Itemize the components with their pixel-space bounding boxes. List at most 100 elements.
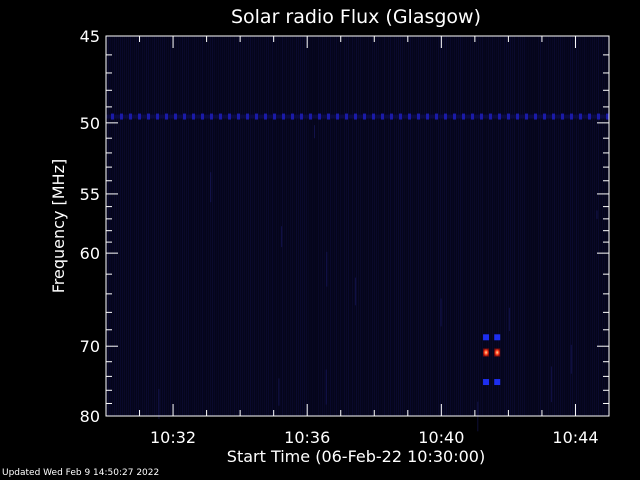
noise-column [452, 36, 453, 416]
y-tick-label: 50 [80, 114, 100, 133]
y-tick-label: 70 [80, 337, 100, 356]
noise-column [494, 36, 495, 416]
noise-column [474, 36, 475, 416]
noise-column [210, 36, 211, 416]
interference-dot [228, 113, 231, 120]
interference-dot [579, 113, 582, 120]
noise-column [150, 36, 151, 416]
interference-dot [399, 113, 402, 120]
noise-column [326, 36, 327, 416]
noise-column [190, 36, 191, 416]
noise-column [214, 36, 215, 416]
noise-column [576, 36, 577, 416]
noise-column [542, 36, 543, 416]
noise-column [122, 36, 123, 416]
noise-column [280, 36, 281, 416]
interference-dot [462, 113, 465, 120]
interference-dot [489, 113, 492, 120]
noise-column [414, 36, 415, 416]
interference-dot [453, 113, 456, 120]
noise-column [266, 36, 267, 416]
noise-column [394, 36, 395, 416]
noise-streak [326, 251, 328, 287]
noise-column [454, 36, 455, 416]
noise-column [572, 36, 573, 416]
noise-column [218, 36, 219, 416]
noise-column [294, 36, 295, 416]
noise-column [376, 36, 377, 416]
noise-column [220, 36, 221, 416]
noise-column [392, 36, 393, 416]
noise-column [490, 36, 491, 416]
noise-column [536, 36, 537, 416]
noise-column [412, 36, 413, 416]
emission-features [106, 113, 609, 386]
noise-column [512, 36, 513, 416]
noise-column [568, 36, 569, 416]
noise-column [242, 36, 243, 416]
interference-dot [219, 113, 222, 120]
y-tick-label: 45 [80, 27, 100, 46]
noise-column [458, 36, 459, 416]
noise-column [154, 36, 155, 416]
noise-streak [281, 226, 283, 248]
noise-column [492, 36, 493, 416]
noise-streak [440, 298, 442, 327]
noise-column [178, 36, 179, 416]
noise-column [378, 36, 379, 416]
noise-column [148, 36, 149, 416]
noise-column [320, 36, 321, 416]
noise-column [530, 36, 531, 416]
interference-dot [309, 113, 312, 120]
interference-dot [480, 113, 483, 120]
noise-column [282, 36, 283, 416]
noise-column [388, 36, 389, 416]
noise-streak [354, 277, 356, 306]
noise-column [234, 36, 235, 416]
noise-column [550, 36, 551, 416]
noise-column [468, 36, 469, 416]
interference-dot [255, 113, 258, 120]
noise-column [364, 36, 365, 416]
noise-column [164, 36, 165, 416]
noise-column [284, 36, 285, 416]
noise-column [160, 36, 161, 416]
noise-column [386, 36, 387, 416]
noise-column [362, 36, 363, 416]
noise-column [324, 36, 325, 416]
x-tick-label: 10:36 [284, 428, 330, 447]
noise-column [136, 36, 137, 416]
interference-dot [390, 113, 393, 120]
noise-column [134, 36, 135, 416]
noise-column [328, 36, 329, 416]
noise-column [526, 36, 527, 416]
chart-title: Solar radio Flux (Glasgow) [231, 6, 481, 28]
interference-dot [165, 113, 168, 120]
noise-column [290, 36, 291, 416]
noise-column [586, 36, 587, 416]
noise-column [170, 36, 171, 416]
noise-column [438, 36, 439, 416]
noise-column [430, 36, 431, 416]
noise-column [146, 36, 147, 416]
noise-column [186, 36, 187, 416]
noise-column [522, 36, 523, 416]
update-timestamp: Updated Wed Feb 9 14:50:27 2022 [2, 468, 160, 478]
noise-column [604, 36, 605, 416]
noise-column [142, 36, 143, 416]
noise-column [212, 36, 213, 416]
noise-column [162, 36, 163, 416]
interference-dot [444, 113, 447, 120]
noise-column [368, 36, 369, 416]
interference-dot [363, 113, 366, 120]
noise-column [262, 36, 263, 416]
noise-column [130, 36, 131, 416]
noise-column [546, 36, 547, 416]
noise-column [226, 36, 227, 416]
noise-column [298, 36, 299, 416]
noise-column [390, 36, 391, 416]
noise-column [236, 36, 237, 416]
noise-column [434, 36, 435, 416]
interference-dot [417, 113, 420, 120]
